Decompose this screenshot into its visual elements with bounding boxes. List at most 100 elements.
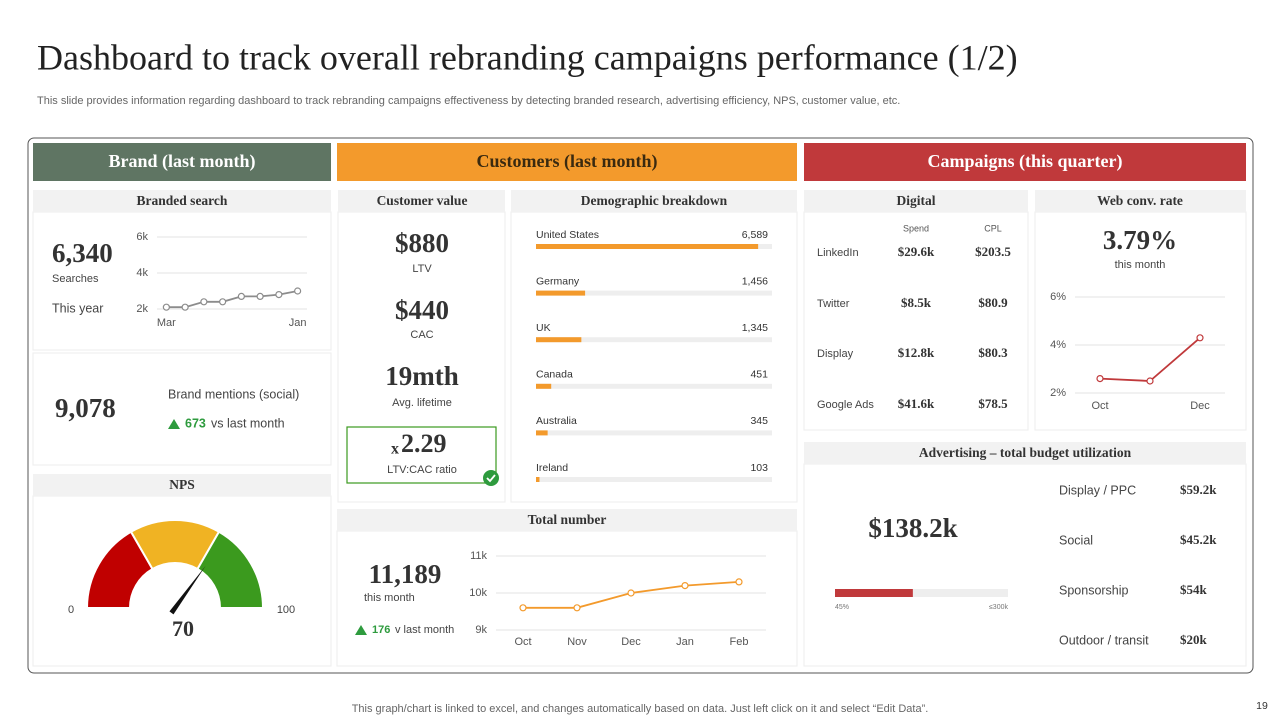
page-number: 19 <box>1256 700 1268 712</box>
label: Searches <box>52 273 99 285</box>
kpi-value: 2.29 <box>401 429 447 458</box>
point <box>1146 377 1154 385</box>
x-tick-label: Dec <box>1190 400 1210 412</box>
card-title: Digital <box>897 193 936 208</box>
point <box>519 604 527 612</box>
cell-value: $80.3 <box>978 345 1008 360</box>
kpi-value: 9,078 <box>55 393 116 423</box>
x-tick-label: Jan <box>289 317 307 329</box>
item-value: $59.2k <box>1180 482 1217 497</box>
point <box>1196 334 1204 342</box>
cell-value: $12.8k <box>898 345 935 360</box>
y-tick-label: 4k <box>136 267 148 279</box>
section-title: Customers (last month) <box>477 151 658 172</box>
cell-value: $203.5 <box>975 244 1011 259</box>
point <box>294 287 302 295</box>
row-label: Twitter <box>817 298 850 310</box>
bar-value-label: 1,345 <box>742 322 768 334</box>
section-header-bar <box>33 143 331 181</box>
bar-label: Australia <box>536 415 577 427</box>
card <box>510 211 798 503</box>
bar <box>536 337 582 343</box>
kpi-value: 6,340 <box>52 238 113 268</box>
cell-value: $80.9 <box>978 295 1008 310</box>
card-title: Total number <box>528 512 607 527</box>
bar <box>536 477 540 482</box>
bar-label: Germany <box>536 275 580 287</box>
section-header-bar <box>804 143 1246 181</box>
x-tick-label: Nov <box>567 636 587 648</box>
label: vs last month <box>211 416 285 430</box>
card-title: Customer value <box>377 193 468 208</box>
card <box>803 463 1247 667</box>
point <box>237 292 245 300</box>
y-tick-label: 9k <box>475 624 487 636</box>
section-header-bar <box>337 143 797 181</box>
card-header-bar <box>804 442 1246 464</box>
gauge-value: 70 <box>172 616 194 641</box>
gauge-max: 100 <box>277 604 295 616</box>
card-header-bar <box>804 190 1028 212</box>
label: LTV <box>412 263 432 275</box>
point <box>1096 375 1104 383</box>
cell-value: $8.5k <box>901 295 932 310</box>
kpi-value: $440 <box>395 295 449 325</box>
ratio-box <box>346 426 497 484</box>
card <box>336 530 798 667</box>
item-value: $20k <box>1180 632 1208 647</box>
item-label: Display / PPC <box>1059 483 1136 497</box>
card-header-bar <box>1035 190 1246 212</box>
bar-label: UK <box>536 322 551 334</box>
bar-label: United States <box>536 229 599 241</box>
bar-label: Canada <box>536 369 573 381</box>
x-tick-label: Oct <box>1091 400 1108 412</box>
point <box>256 292 264 300</box>
up-triangle <box>168 419 180 429</box>
point <box>573 604 581 612</box>
bar-value-label: 451 <box>750 369 768 381</box>
label: Avg. lifetime <box>392 397 452 409</box>
kpi-value: $138.2k <box>868 513 957 543</box>
bar <box>536 430 548 436</box>
bar-value-label: 1,456 <box>742 275 768 287</box>
bar-track <box>536 477 772 482</box>
progress-value-label: 45% <box>835 604 849 611</box>
bar-label: Ireland <box>536 462 568 474</box>
y-tick-label: 2% <box>1050 387 1066 399</box>
column-header: Spend <box>903 223 929 233</box>
card-header-bar <box>33 474 331 496</box>
y-tick-label: 6k <box>136 231 148 243</box>
x-tick-label: Oct <box>514 636 531 648</box>
check-badge <box>483 470 499 486</box>
card-title: NPS <box>169 477 195 492</box>
cell-value: $41.6k <box>898 396 935 411</box>
x-tick-label: Feb <box>730 636 749 648</box>
point <box>162 303 170 311</box>
point <box>627 589 635 597</box>
row-label: Google Ads <box>817 399 874 411</box>
x-tick-label: Jan <box>676 636 694 648</box>
change-value: 673 <box>185 416 206 430</box>
item-label: Sponsorship <box>1059 583 1129 597</box>
y-tick-label: 11k <box>470 550 487 562</box>
item-value: $45.2k <box>1180 532 1217 547</box>
kpi-value: $880 <box>395 228 449 258</box>
row-label: LinkedIn <box>817 247 859 259</box>
card-title: Demographic breakdown <box>581 193 728 208</box>
bar-track <box>536 383 772 389</box>
card <box>32 352 332 466</box>
cell-value: $29.6k <box>898 244 935 259</box>
progress-bar <box>835 589 913 597</box>
change-value: 176 <box>372 624 390 636</box>
subtitle: This slide provides information regardin… <box>37 95 900 107</box>
kpi-value: 19mth <box>385 361 459 391</box>
item-label: Social <box>1059 533 1093 547</box>
bar-value-label: 103 <box>750 462 768 474</box>
column-header: CPL <box>984 223 1002 233</box>
bar-value-label: 6,589 <box>742 229 768 241</box>
y-tick-label: 4% <box>1050 339 1066 351</box>
bar <box>536 244 759 249</box>
card-header-bar <box>338 190 505 212</box>
bar <box>536 383 552 389</box>
